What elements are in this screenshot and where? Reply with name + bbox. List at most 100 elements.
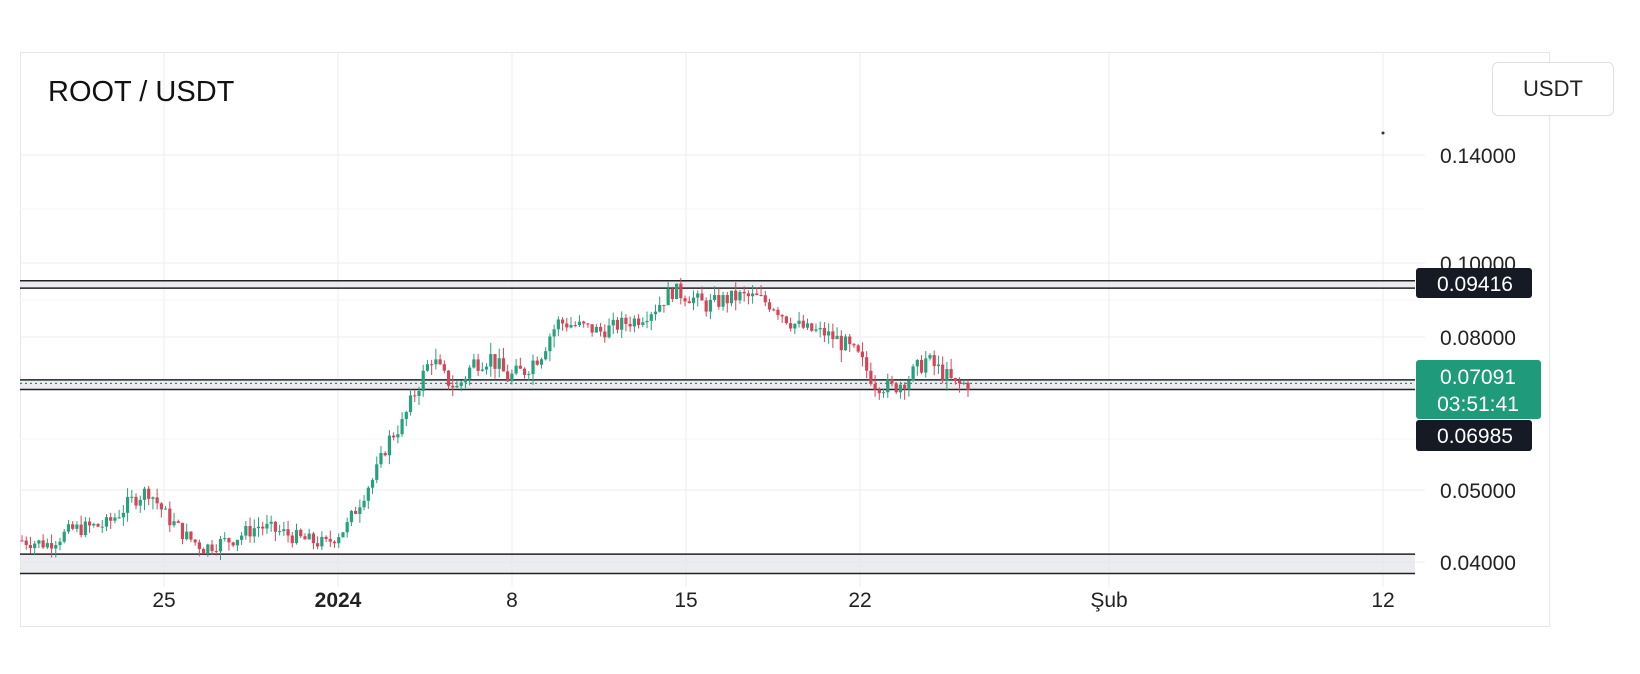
candle-body	[539, 359, 544, 365]
candle-body	[109, 517, 113, 521]
candle-body	[484, 366, 489, 370]
candle-body	[632, 318, 636, 327]
candle-body	[497, 358, 501, 369]
candle-body	[881, 392, 886, 394]
candle-body	[358, 507, 362, 514]
candle-body	[379, 453, 383, 465]
candle-body	[759, 295, 763, 297]
candle-body	[320, 536, 324, 547]
upper-level-label-bg	[1416, 268, 1532, 298]
candle-body	[142, 488, 147, 500]
candle-body	[400, 419, 404, 435]
marker-dot	[1381, 131, 1385, 135]
candle-body	[24, 540, 28, 545]
candle-body	[37, 540, 41, 544]
candle-body	[134, 496, 138, 506]
candle-body	[413, 395, 417, 397]
candle-body	[514, 365, 518, 374]
x-tick-label: 22	[848, 589, 871, 612]
candle-body	[311, 533, 316, 544]
candle-body	[957, 380, 962, 384]
candle-body	[294, 529, 299, 544]
current-price-label: 0.07091	[1440, 366, 1516, 389]
candle-body	[822, 328, 827, 336]
candle-body	[898, 384, 903, 393]
candle-body	[62, 531, 66, 542]
candle-body	[316, 543, 320, 547]
candle-body	[176, 521, 180, 523]
candle-body	[797, 320, 801, 324]
candle-body	[936, 364, 941, 367]
candle-body	[332, 541, 337, 544]
currency-select-button[interactable]: USDT	[1492, 62, 1614, 116]
candle-body	[772, 309, 776, 311]
candle-body	[117, 517, 121, 519]
candle-body	[100, 526, 104, 528]
candle-body	[801, 320, 805, 328]
candle-body	[624, 317, 628, 324]
candle-body	[383, 453, 387, 456]
candle-body	[87, 521, 92, 526]
candle-body	[628, 323, 632, 327]
candle-body	[928, 355, 932, 359]
candle-body	[776, 309, 780, 316]
candle-body	[691, 297, 696, 304]
candle-body	[721, 295, 725, 307]
candle-body	[683, 298, 687, 302]
upper-level-label: 0.09416	[1437, 273, 1513, 296]
candle-body	[641, 322, 645, 325]
candle-body	[755, 293, 759, 296]
candle-body	[966, 382, 970, 390]
candle-body	[670, 288, 674, 299]
candle-body	[531, 360, 535, 375]
candle-body	[244, 526, 248, 536]
candle-body	[261, 526, 265, 529]
candle-body	[79, 524, 83, 536]
candle-body	[658, 304, 662, 312]
candle-body	[856, 345, 860, 352]
candle-body	[269, 521, 273, 524]
candle-body	[282, 529, 286, 532]
candle-body	[375, 464, 379, 480]
candle-body	[953, 377, 957, 381]
x-tick-label: Şub	[1090, 589, 1127, 612]
candle-body	[590, 324, 594, 333]
candle-body	[218, 538, 223, 552]
candle-body	[565, 323, 569, 328]
candle-body	[548, 336, 552, 352]
candle-body	[303, 536, 307, 540]
candle-body	[666, 288, 670, 306]
candle-body	[434, 359, 438, 365]
candle-body	[852, 344, 856, 346]
candle-body	[814, 329, 818, 331]
candle-body	[54, 545, 58, 549]
candle-body	[155, 497, 159, 504]
candle-body	[713, 295, 717, 300]
candle-body	[767, 302, 772, 310]
candle-body	[674, 283, 679, 299]
candle-body	[421, 370, 425, 391]
candle-body	[907, 380, 911, 390]
candle-body	[396, 434, 400, 438]
candle-body	[180, 522, 185, 540]
candle-body	[522, 368, 527, 375]
candle-body	[818, 328, 822, 330]
candle-body	[45, 543, 49, 548]
candle-body	[611, 319, 615, 326]
candle-body	[949, 369, 953, 378]
candle-body	[472, 359, 476, 368]
candle-body	[455, 385, 459, 388]
candle-body	[865, 357, 869, 371]
candle-body	[256, 526, 261, 529]
candle-body	[615, 319, 620, 330]
candle-body	[527, 374, 531, 376]
y-tick-label: 0.14000	[1440, 145, 1516, 168]
candle-body	[586, 323, 590, 325]
candle-body	[442, 364, 446, 371]
candle-body	[544, 351, 548, 360]
candle-body	[784, 316, 789, 324]
candle-body	[417, 390, 421, 396]
lower-level-label-bg	[1416, 420, 1532, 451]
candle-body	[742, 291, 746, 294]
